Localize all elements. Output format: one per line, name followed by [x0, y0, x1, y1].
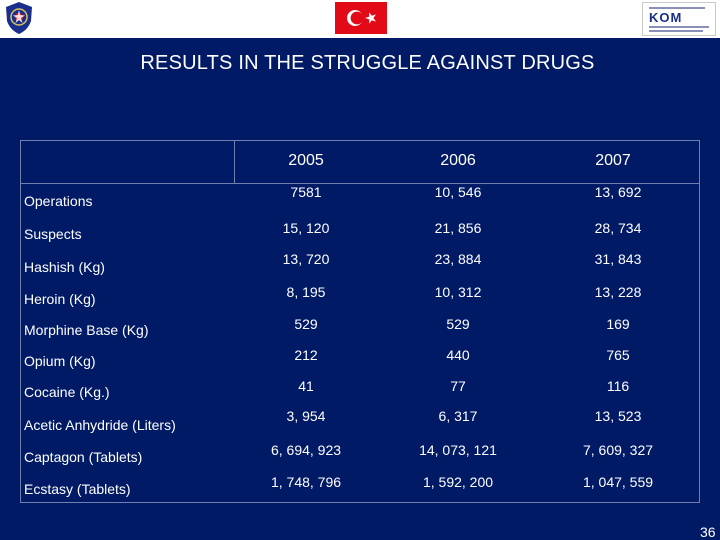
- table-cell: 1, 748, 796: [270, 474, 342, 490]
- turkish-flag-icon: [335, 2, 387, 34]
- table-cell: 1, 592, 200: [422, 474, 494, 490]
- row-label: Hashish (Kg): [24, 259, 105, 275]
- table-cell: 529: [446, 316, 470, 332]
- row-label: Heroin (Kg): [24, 291, 96, 307]
- kom-logo-text: KOM: [649, 10, 683, 25]
- row-label: Acetic Anhydride (Liters): [24, 417, 176, 433]
- year-header: 2007: [595, 152, 631, 169]
- page-title: RESULTS IN THE STRUGGLE AGAINST DRUGS: [140, 52, 595, 74]
- row-label: Ecstasy (Tablets): [24, 481, 131, 497]
- table-cell: 116: [606, 378, 630, 394]
- row-label: Morphine Base (Kg): [24, 322, 149, 338]
- table-cell: 7, 609, 327: [582, 442, 654, 458]
- table-cell: 10, 546: [434, 184, 482, 200]
- table-cell: 41: [298, 378, 314, 394]
- table-cell: 212: [294, 347, 318, 363]
- row-label: Suspects: [24, 226, 82, 242]
- table-cell: 8, 195: [286, 284, 326, 300]
- table-cell: 28, 734: [594, 220, 642, 236]
- table-cell: 3, 954: [286, 408, 326, 424]
- year-header: 2006: [440, 152, 476, 169]
- table-cell: 7581: [290, 184, 322, 200]
- table-cell: 6, 694, 923: [270, 442, 342, 458]
- row-label: Opium (Kg): [24, 353, 96, 369]
- table-cell: 10, 312: [434, 284, 482, 300]
- table-cell: 13, 720: [282, 251, 330, 267]
- table-cell: 765: [606, 347, 630, 363]
- row-label: Cocaine (Kg.): [24, 384, 110, 400]
- table-cell: 14, 073, 121: [419, 442, 497, 458]
- table-cell: 21, 856: [434, 220, 482, 236]
- year-header: 2005: [288, 152, 324, 169]
- table-cell: 13, 523: [594, 408, 642, 424]
- table-cell: 77: [450, 378, 466, 394]
- table-cell: 13, 228: [594, 284, 642, 300]
- row-label: Captagon (Tablets): [24, 449, 143, 465]
- table-cell: 169: [606, 316, 630, 332]
- row-label: Operations: [24, 193, 93, 209]
- police-emblem-icon: [4, 1, 34, 35]
- table-cell: 23, 884: [434, 251, 482, 267]
- table-cell: 529: [294, 316, 318, 332]
- table-cell: 440: [446, 347, 470, 363]
- table-cell: 15, 120: [282, 220, 330, 236]
- kom-logo: KOM: [642, 2, 716, 36]
- table-cell: 31, 843: [594, 251, 642, 267]
- table-cell: 1, 047, 559: [582, 474, 654, 490]
- table-cell: 6, 317: [438, 408, 478, 424]
- table-cell: 13, 692: [594, 184, 642, 200]
- page-number: 36: [700, 524, 716, 540]
- data-table: [20, 140, 700, 503]
